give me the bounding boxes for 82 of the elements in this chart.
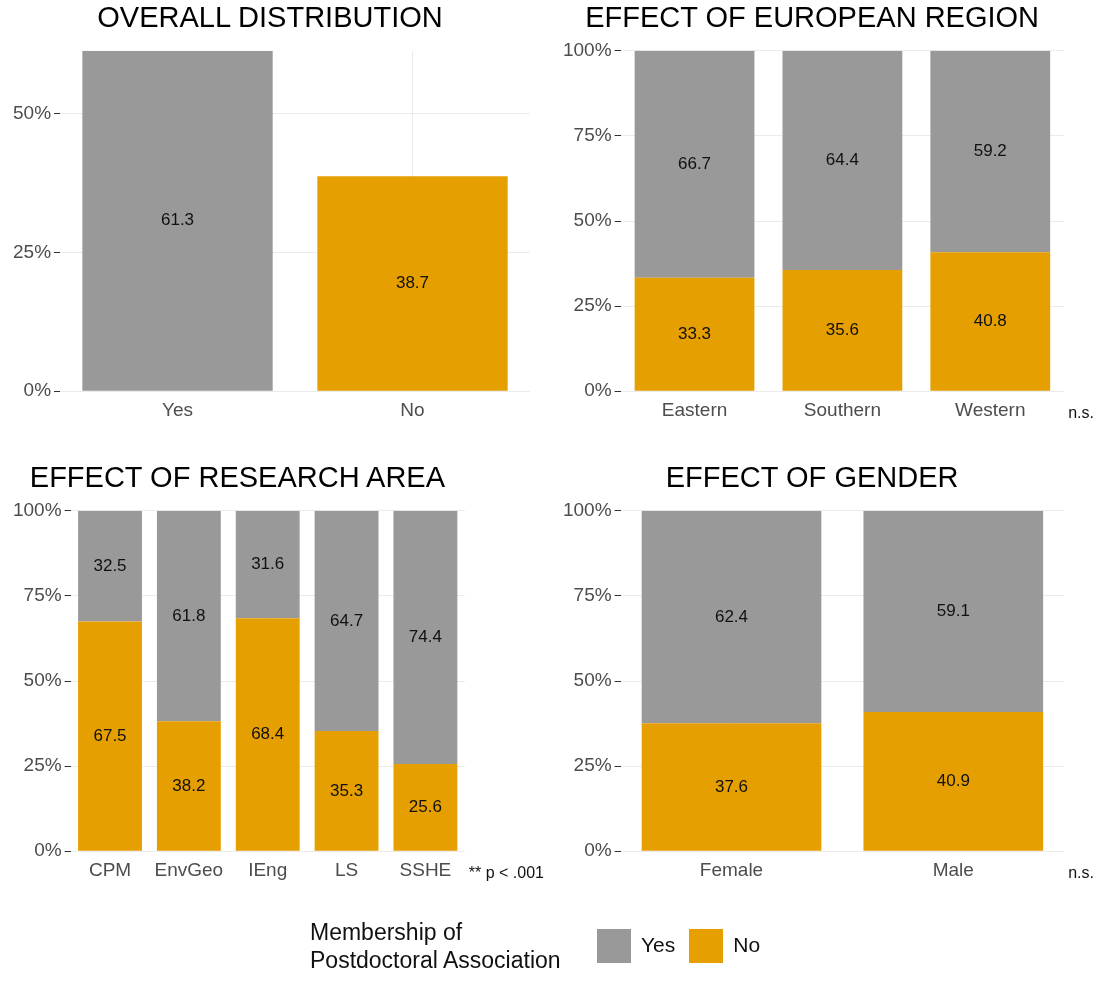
y-tick-label: 75% (23, 584, 62, 606)
bar (393, 510, 458, 765)
y-tick-label: 25% (573, 294, 612, 316)
bar (930, 50, 1051, 253)
data-label: 59.1 (936, 601, 970, 621)
y-tick-label: 100% (562, 39, 612, 61)
chart-title: OVERALL DISTRIBUTION (97, 1, 443, 34)
bar (235, 510, 300, 619)
data-label: 35.6 (825, 320, 859, 340)
legend-title: Membership of Postdoctoral Association (310, 918, 562, 974)
bar (78, 510, 142, 622)
bar (641, 510, 822, 724)
data-label: 25.6 (408, 797, 442, 817)
y-tick-label: 50% (573, 209, 612, 231)
bar (930, 252, 1051, 391)
data-label: 37.6 (714, 776, 749, 796)
bar (393, 764, 458, 851)
text: ** p < .001 (468, 863, 545, 881)
data-label: 62.4 (714, 606, 749, 626)
x-tick-label: No (400, 398, 425, 420)
legend-label: No (732, 931, 761, 958)
text: n.s. (1068, 403, 1095, 421)
y-tick-label: 25% (23, 754, 62, 776)
x-tick-label: LS (334, 858, 359, 880)
bar (235, 618, 300, 851)
data-label: 59.2 (973, 141, 1007, 161)
x-tick-label: EnvGeo (154, 858, 224, 880)
y-tick-label: 50% (23, 669, 62, 691)
y-tick-label: 0% (34, 839, 62, 861)
y-tick-label: 75% (573, 124, 612, 146)
bar (314, 731, 379, 851)
bar (782, 50, 903, 271)
bar (314, 510, 379, 732)
data-label: 64.7 (330, 610, 364, 630)
y-tick-label: 25% (13, 240, 52, 262)
chart-title: EFFECT OF RESEARCH AREA (29, 461, 446, 494)
y-tick-label: 100% (562, 499, 612, 521)
x-tick-label: Eastern (661, 398, 728, 420)
text: n.s. (1068, 863, 1095, 881)
data-label: 61.3 (160, 210, 195, 230)
data-label: 68.4 (251, 724, 285, 744)
x-tick-label: Male (932, 858, 974, 880)
bar (634, 277, 755, 391)
data-label: 40.8 (973, 311, 1007, 331)
x-tick-label: SSHE (399, 858, 452, 880)
bar (641, 723, 822, 851)
data-label: 74.4 (408, 627, 442, 647)
x-tick-label: IEng (248, 858, 288, 880)
data-label: 31.6 (251, 554, 285, 574)
x-tick-label: Southern (803, 398, 881, 420)
x-tick-label: CPM (88, 858, 132, 880)
data-label: 64.4 (825, 150, 859, 170)
data-label: 38.2 (172, 775, 206, 795)
data-label: 61.8 (172, 605, 206, 625)
data-label: 35.3 (330, 780, 364, 800)
y-tick-label: 0% (23, 379, 52, 401)
y-tick-label: 100% (12, 499, 62, 521)
data-label: 33.3 (677, 323, 712, 343)
y-tick-label: 0% (584, 379, 612, 401)
x-tick-label: Western (955, 398, 1026, 420)
data-label: 66.7 (677, 154, 712, 174)
legend-label: Yes (640, 931, 676, 958)
bar (863, 510, 1044, 712)
chart-title: EFFECT OF GENDER (665, 461, 959, 494)
bar (156, 510, 221, 722)
y-tick-label: 50% (573, 669, 612, 691)
y-tick-label: 75% (573, 584, 612, 606)
x-tick-label: Female (699, 858, 764, 880)
data-label: 40.9 (936, 771, 970, 791)
bar (782, 270, 903, 391)
data-label: 67.5 (93, 725, 127, 745)
bar (863, 711, 1044, 851)
y-tick-label: 50% (13, 101, 52, 123)
data-label: 38.7 (395, 273, 430, 293)
bar (634, 50, 755, 278)
y-tick-label: 0% (584, 839, 612, 861)
bar (156, 721, 221, 851)
y-tick-label: 25% (573, 754, 612, 776)
chart-title: EFFECT OF EUROPEAN REGION (585, 1, 1040, 34)
x-tick-label: Yes (162, 398, 194, 420)
data-label: 32.5 (93, 555, 127, 575)
bar (78, 621, 142, 851)
